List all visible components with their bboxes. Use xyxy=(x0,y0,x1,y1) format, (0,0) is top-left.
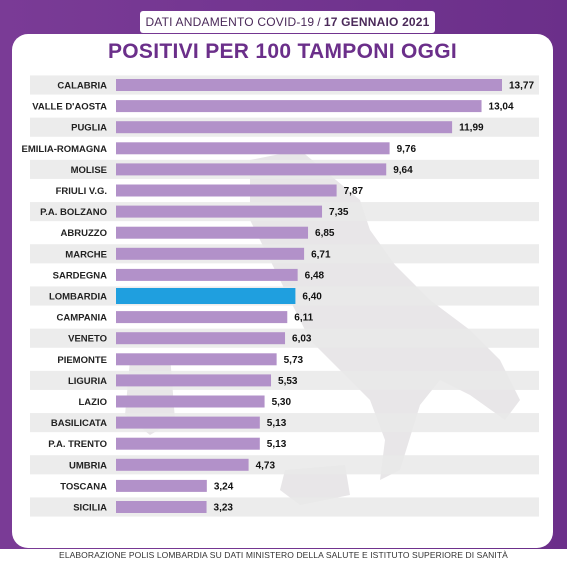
bar-piemonte xyxy=(116,353,277,366)
value-label: 3,23 xyxy=(214,503,234,514)
value-label: 9,64 xyxy=(393,165,413,176)
bar-liguria xyxy=(116,374,272,387)
value-label: 13,04 xyxy=(489,102,514,113)
value-label: 9,76 xyxy=(397,144,417,155)
category-label: P.A. TRENTO xyxy=(48,439,107,450)
category-label: LOMBARDIA xyxy=(49,292,107,303)
value-label: 3,24 xyxy=(214,481,234,492)
bar-lazio xyxy=(116,395,265,408)
value-label: 5,53 xyxy=(278,376,298,387)
bar-marche xyxy=(116,247,305,260)
bar-friuli-v-g- xyxy=(116,184,337,197)
footer-bar xyxy=(0,549,567,567)
category-label: ABRUZZO xyxy=(61,228,107,239)
value-label: 5,13 xyxy=(267,439,287,450)
bar-valle-d-aosta xyxy=(116,100,482,113)
category-label: CALABRIA xyxy=(57,81,107,92)
value-label: 6,48 xyxy=(305,270,325,281)
chart-title: POSITIVI PER 100 TAMPONI OGGI xyxy=(107,40,458,63)
category-label: TOSCANA xyxy=(60,481,107,492)
bar-toscana xyxy=(116,479,207,492)
header-date: 17 GENNAIO 2021 xyxy=(323,15,430,29)
bar-puglia xyxy=(116,121,453,134)
value-label: 11,99 xyxy=(459,123,484,134)
header: DATI ANDAMENTO COVID-19 / 17 GENNAIO 202… xyxy=(140,11,435,33)
category-label: UMBRIA xyxy=(69,460,107,471)
header-separator: / xyxy=(317,15,321,29)
value-label: 6,85 xyxy=(315,228,335,239)
bar-abruzzo xyxy=(116,226,309,239)
value-label: 6,40 xyxy=(302,292,322,303)
category-label: BASILICATA xyxy=(51,418,107,429)
category-label: LAZIO xyxy=(79,397,108,408)
category-label: PIEMONTE xyxy=(57,355,107,366)
bar-sicilia xyxy=(116,501,207,513)
category-label: MARCHE xyxy=(65,249,107,260)
bar-p-a-trento xyxy=(116,437,260,450)
category-label: P.A. BOLZANO xyxy=(40,207,107,218)
header-subtitle: DATI ANDAMENTO COVID-19 xyxy=(145,15,315,29)
category-label: SICILIA xyxy=(73,503,107,514)
category-label: PUGLIA xyxy=(71,123,107,134)
bar-veneto xyxy=(116,332,286,345)
bar-lombardia xyxy=(116,288,296,304)
bar-molise xyxy=(116,163,387,176)
value-label: 7,87 xyxy=(344,186,364,197)
value-label: 5,30 xyxy=(272,397,292,408)
bar-basilicata xyxy=(116,416,260,429)
category-label: VALLE D'AOSTA xyxy=(32,102,107,113)
header-pill xyxy=(140,11,435,33)
bar-sardegna xyxy=(116,268,298,281)
category-label: SARDEGNA xyxy=(53,270,108,281)
category-label: FRIULI V.G. xyxy=(56,186,107,197)
value-label: 5,13 xyxy=(267,418,287,429)
bar-p-a-bolzano xyxy=(116,205,323,218)
category-label: EMILIA-ROMAGNA xyxy=(22,144,108,155)
value-label: 7,35 xyxy=(329,207,349,218)
value-label: 13,77 xyxy=(509,81,534,92)
value-label: 6,71 xyxy=(311,249,331,260)
bar-umbria xyxy=(116,458,249,471)
value-label: 6,11 xyxy=(294,313,313,324)
category-label: MOLISE xyxy=(71,165,107,176)
category-label: CAMPANIA xyxy=(57,313,108,324)
footer-text: ELABORAZIONE POLIS LOMBARDIA SU DATI MIN… xyxy=(59,550,508,560)
category-label: VENETO xyxy=(68,334,107,345)
value-label: 6,03 xyxy=(292,334,312,345)
value-label: 4,73 xyxy=(256,460,276,471)
bar-calabria xyxy=(116,79,502,91)
category-label: LIGURIA xyxy=(68,376,107,387)
value-label: 5,73 xyxy=(284,355,304,366)
bar-emilia-romagna xyxy=(116,142,390,155)
bar-campania xyxy=(116,311,288,324)
